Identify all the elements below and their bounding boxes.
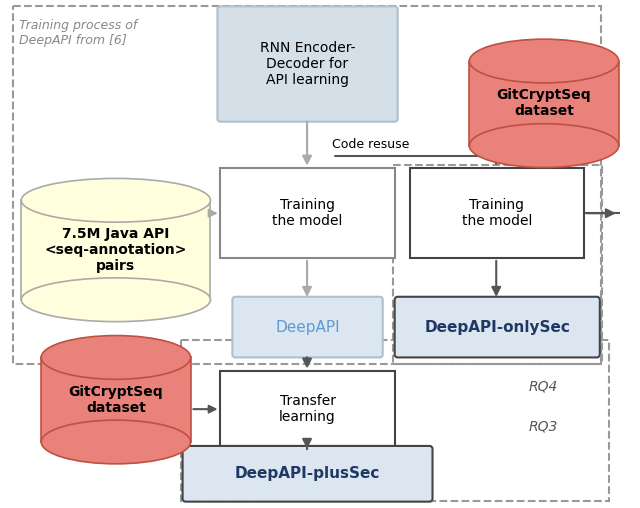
Text: 7.5M Java API
<seq-annotation>
pairs: 7.5M Java API <seq-annotation> pairs — [45, 227, 187, 273]
Ellipse shape — [41, 420, 191, 464]
Ellipse shape — [469, 39, 619, 83]
FancyBboxPatch shape — [395, 297, 600, 358]
Text: GitCryptSeq
dataset: GitCryptSeq dataset — [497, 88, 591, 118]
Text: Training process of
DeepAPI from [6]: Training process of DeepAPI from [6] — [19, 19, 138, 47]
Bar — [180, 339, 609, 501]
Text: DeepAPI-plusSec: DeepAPI-plusSec — [235, 466, 380, 481]
Text: Training
the model: Training the model — [273, 198, 343, 228]
Text: RQ3: RQ3 — [529, 419, 559, 433]
FancyBboxPatch shape — [182, 446, 433, 501]
Ellipse shape — [21, 178, 211, 222]
Bar — [393, 166, 602, 364]
Bar — [220, 371, 395, 446]
FancyBboxPatch shape — [218, 7, 397, 122]
Text: Transfer
learning: Transfer learning — [279, 394, 336, 424]
Text: DeepAPI-onlySec: DeepAPI-onlySec — [424, 320, 570, 335]
Text: DeepAPI: DeepAPI — [275, 320, 340, 335]
Text: RNN Encoder-
Decoder for
API learning: RNN Encoder- Decoder for API learning — [260, 41, 355, 87]
Ellipse shape — [41, 336, 191, 379]
Bar — [41, 358, 191, 442]
Bar — [220, 169, 395, 258]
Bar — [13, 7, 601, 364]
Ellipse shape — [21, 278, 211, 322]
FancyBboxPatch shape — [232, 297, 383, 358]
Ellipse shape — [469, 124, 619, 168]
Text: GitCryptSeq
dataset: GitCryptSeq dataset — [68, 385, 163, 415]
Text: RQ4: RQ4 — [529, 379, 559, 393]
Text: Code resuse: Code resuse — [332, 138, 410, 150]
Bar — [469, 61, 619, 146]
Bar — [21, 200, 211, 300]
Text: Training
the model: Training the model — [461, 198, 532, 228]
Bar — [410, 169, 584, 258]
